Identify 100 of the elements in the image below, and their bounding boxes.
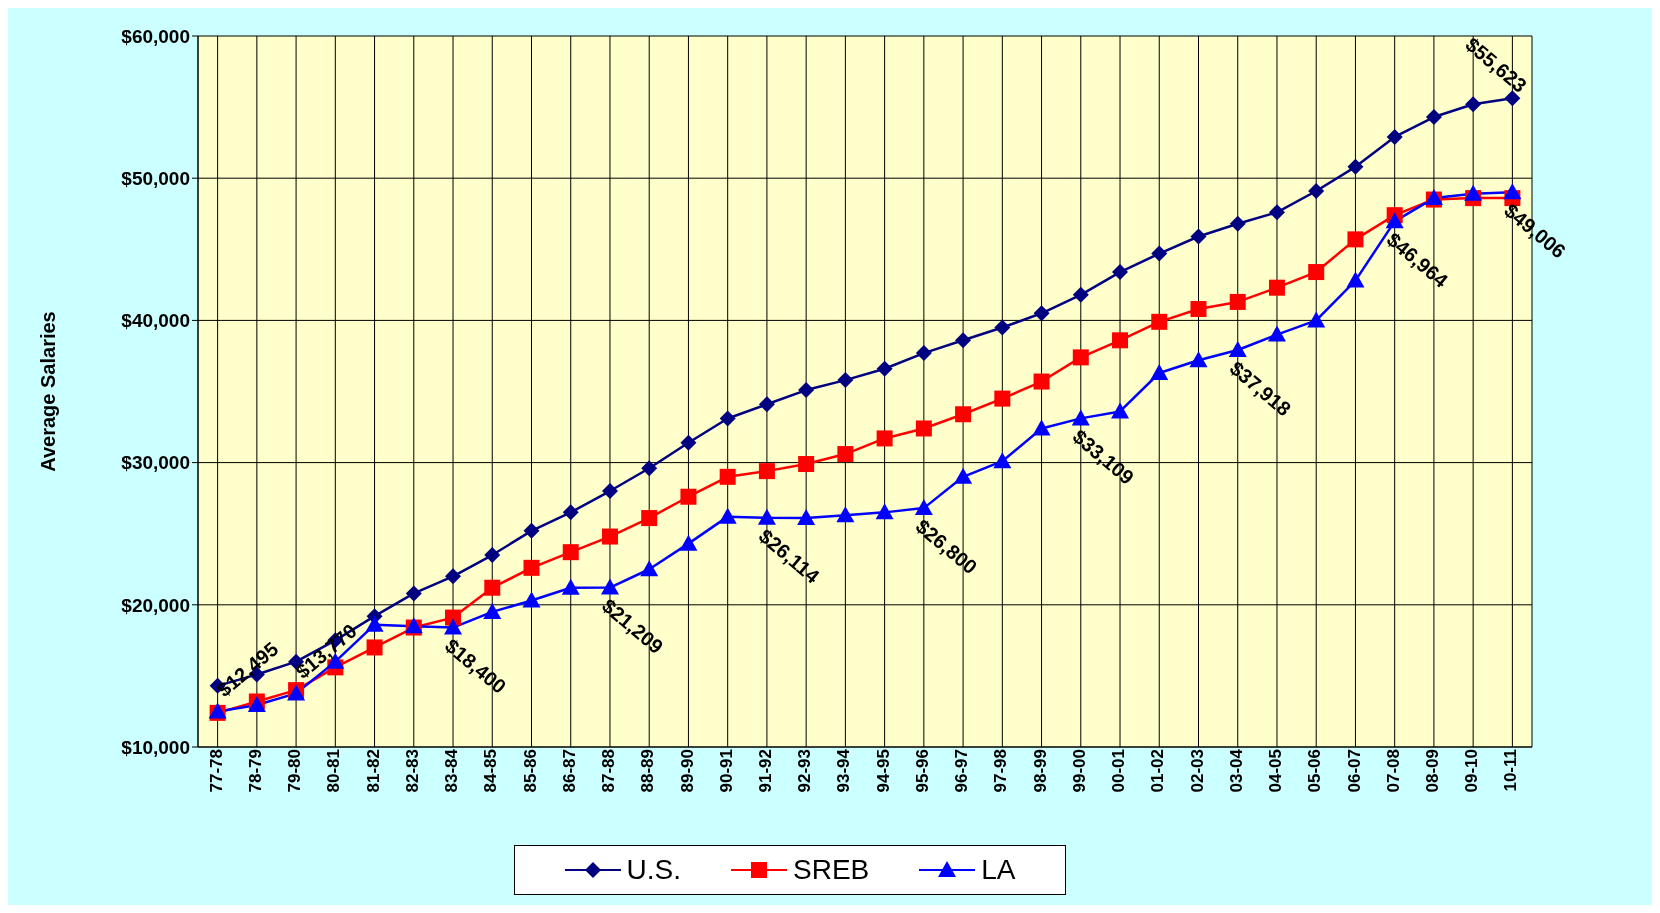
point — [994, 390, 1011, 407]
point — [757, 508, 776, 525]
point — [680, 434, 697, 451]
point — [1229, 293, 1246, 310]
y-tick-label: $50,000 — [121, 167, 190, 189]
point — [758, 396, 775, 413]
point — [836, 506, 855, 523]
point — [1190, 228, 1207, 245]
x-tick-label: 04-05 — [1266, 749, 1286, 793]
point — [1229, 215, 1246, 232]
x-tick-label: 05-06 — [1305, 749, 1325, 793]
point — [523, 522, 540, 539]
x-tick-label: 81-82 — [363, 749, 383, 793]
point — [601, 528, 618, 545]
point — [1112, 264, 1129, 281]
point — [1465, 96, 1482, 113]
point — [876, 430, 893, 447]
point — [483, 602, 502, 619]
point — [719, 410, 736, 427]
x-tick-label: 03-04 — [1226, 748, 1246, 793]
x-tick-label: 00-01 — [1109, 749, 1129, 793]
point — [641, 460, 658, 477]
point — [1308, 183, 1325, 199]
point — [1347, 158, 1364, 175]
x-tick-label: 10-11 — [1501, 749, 1521, 792]
point — [837, 372, 854, 389]
x-tick-label: 92-93 — [795, 749, 815, 793]
x-tick-label: 90-91 — [716, 749, 736, 793]
x-tick-label: 95-96 — [912, 749, 932, 793]
point — [1268, 279, 1285, 296]
point — [955, 406, 972, 423]
point — [1112, 332, 1129, 349]
x-tick-label: 94-95 — [873, 749, 893, 793]
x-tick-label: 79-80 — [285, 749, 305, 793]
x-tick-label: 84-85 — [481, 749, 501, 793]
point — [797, 509, 816, 526]
x-tick-label: 91-92 — [755, 749, 775, 793]
point — [1347, 231, 1364, 248]
point — [1072, 349, 1089, 366]
point — [1190, 301, 1207, 318]
point — [1111, 402, 1130, 419]
point — [1151, 245, 1168, 262]
point — [1071, 409, 1090, 426]
x-tick-label: 09-10 — [1462, 749, 1482, 793]
point — [994, 319, 1011, 336]
x-tick-label: 89-90 — [677, 749, 697, 793]
point — [1150, 364, 1169, 381]
point — [1151, 313, 1168, 330]
point — [365, 615, 384, 632]
point — [1033, 373, 1050, 390]
x-tick-label: 06-07 — [1344, 749, 1364, 793]
x-tick-label: 98-99 — [1030, 749, 1050, 793]
point — [562, 544, 579, 561]
point — [914, 499, 933, 516]
point — [444, 618, 463, 635]
point — [1308, 264, 1325, 281]
x-tick-label: 07-08 — [1383, 749, 1403, 793]
point — [1346, 271, 1365, 288]
x-tick-label: 93-94 — [834, 748, 854, 793]
point — [1386, 128, 1403, 145]
point — [718, 507, 737, 524]
point — [1503, 183, 1522, 200]
point — [1464, 184, 1483, 201]
y-tick-label: $40,000 — [121, 310, 190, 332]
point — [679, 534, 698, 551]
x-tick-label: 86-87 — [559, 749, 579, 793]
point — [993, 452, 1012, 469]
point — [758, 463, 775, 480]
x-tick-label: 96-97 — [952, 749, 972, 793]
legend-label: SREB — [792, 854, 870, 886]
point — [954, 467, 973, 484]
x-tick-label: 83-84 — [442, 748, 462, 793]
point — [876, 360, 893, 377]
point — [1033, 305, 1050, 322]
point — [640, 560, 659, 577]
point — [1307, 311, 1326, 328]
x-tick-label: 85-86 — [520, 749, 540, 793]
point — [1385, 212, 1404, 229]
point — [915, 420, 932, 437]
point — [484, 547, 501, 564]
x-tick-label: 78-79 — [245, 749, 265, 793]
y-tick-label: $20,000 — [121, 594, 190, 616]
legend-label: LA — [980, 854, 1016, 886]
point — [522, 591, 541, 608]
x-tick-label: 08-09 — [1422, 749, 1442, 793]
point — [523, 559, 540, 576]
point — [562, 504, 579, 521]
point — [1072, 286, 1089, 303]
point — [641, 510, 658, 527]
y-tick-label: $60,000 — [121, 25, 190, 47]
point — [798, 456, 815, 473]
point — [405, 585, 422, 602]
point — [600, 578, 619, 595]
point — [837, 446, 854, 463]
point — [601, 483, 618, 500]
x-tick-label: 80-81 — [324, 749, 344, 793]
x-tick-label: 01-02 — [1148, 749, 1168, 793]
point — [484, 579, 501, 596]
y-tick-label: $10,000 — [121, 736, 190, 758]
point — [1268, 204, 1285, 221]
